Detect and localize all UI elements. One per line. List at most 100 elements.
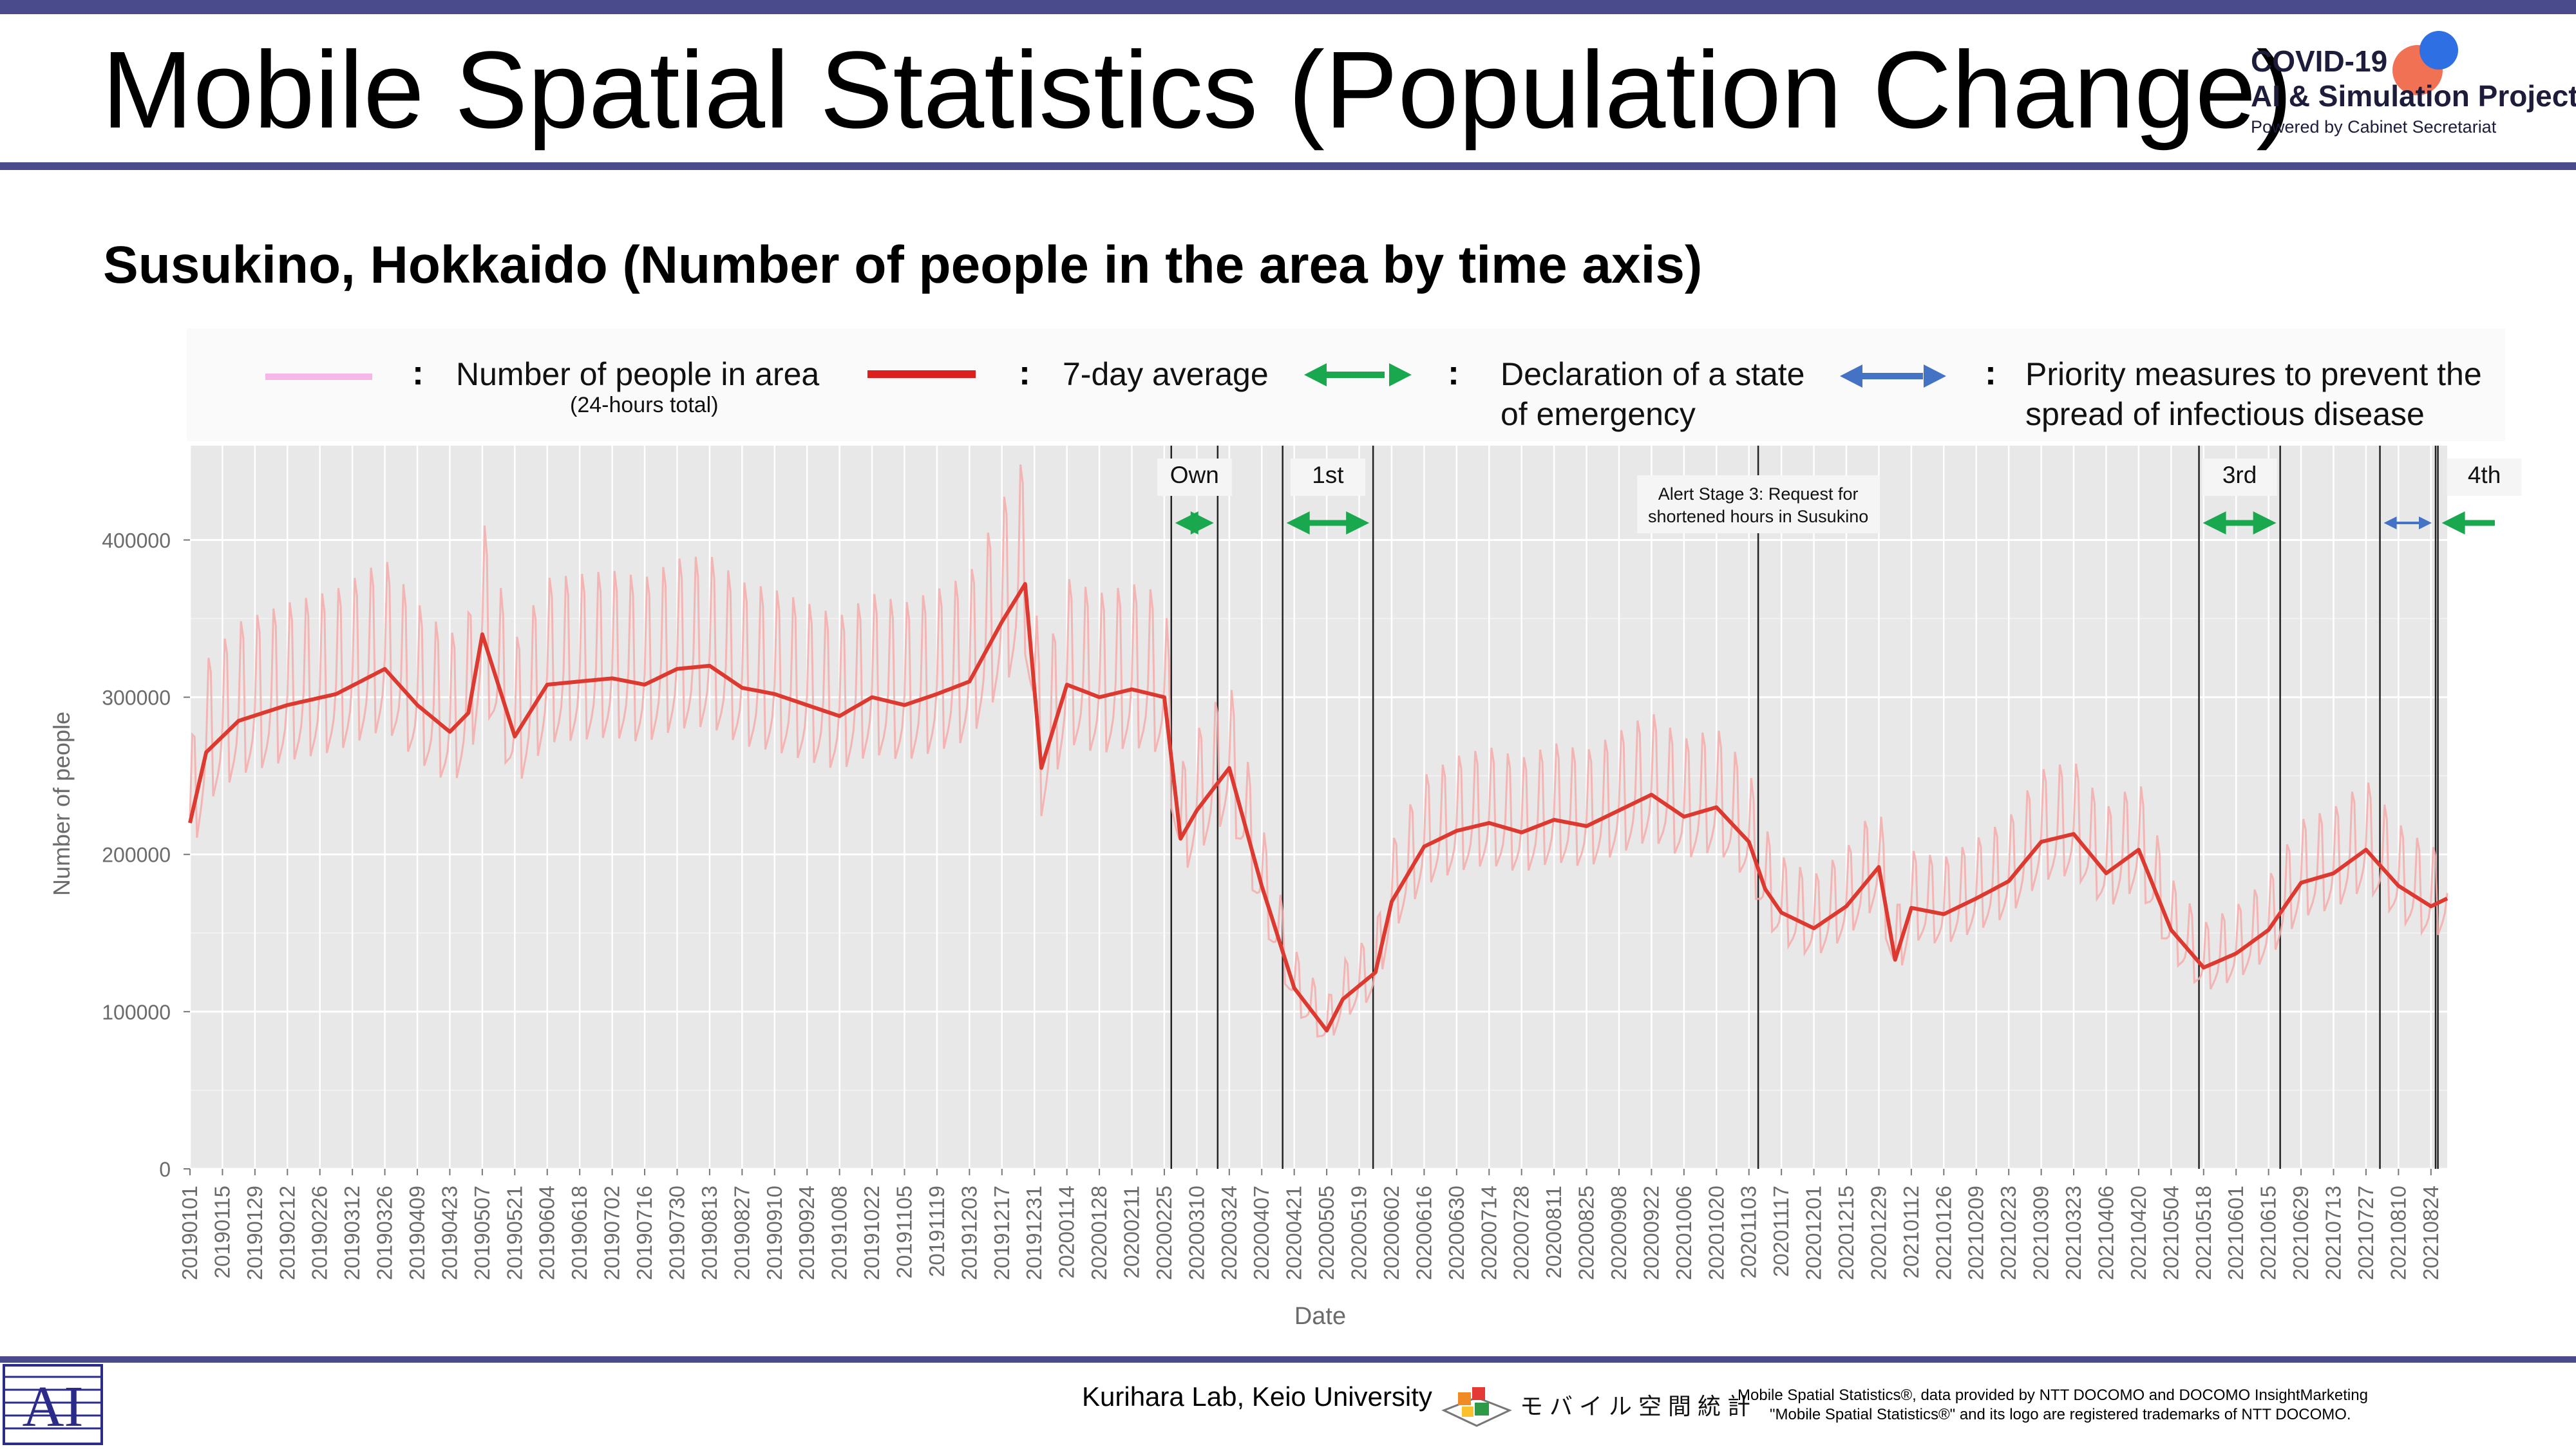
x-tick-label: 20200714: [1477, 1186, 1501, 1280]
legend-colon: :: [1019, 354, 1030, 392]
top-accent-bar: [0, 0, 2576, 14]
daily-count-line: [189, 464, 2448, 1038]
x-axis-label: Date: [1294, 1303, 1346, 1330]
x-tick-label: 20190521: [502, 1186, 526, 1280]
docomo-cube-logo-icon: [1441, 1387, 1512, 1427]
x-tick-label: 20210309: [2029, 1186, 2053, 1280]
x-tick-label: 20210112: [1899, 1186, 1923, 1278]
logo-line-1: COVID-19: [2251, 44, 2388, 78]
x-tick-label: 20210601: [2224, 1186, 2248, 1280]
seven-day-average-line: [188, 582, 2448, 1033]
page-title: Mobile Spatial Statistics (Population Ch…: [102, 29, 2293, 151]
x-tick-label: 20191022: [860, 1186, 884, 1280]
period-label-box: [1290, 459, 1365, 496]
legend-swatch-priority-arrow: [1840, 365, 1946, 388]
x-tick-label: 20200630: [1444, 1186, 1468, 1280]
x-tick-label: 20200602: [1379, 1186, 1403, 1280]
y-tick-label: 200000: [102, 844, 171, 867]
x-tick-label: 20201201: [1802, 1186, 1826, 1280]
period-label-box: [2447, 459, 2522, 496]
x-tick-label: 20190226: [308, 1186, 332, 1280]
legend-label-average: 7-day average: [1063, 356, 1269, 392]
x-tick-label: 20210810: [2386, 1186, 2410, 1280]
logo-line-2: AI & Simulation Project: [2251, 79, 2576, 113]
x-tick-label: 20190212: [275, 1186, 299, 1280]
y-axis-label: Number of people: [48, 712, 75, 896]
x-tick-label: 20210323: [2061, 1186, 2085, 1280]
x-tick-label: 20200728: [1510, 1186, 1533, 1280]
period-label: 4th: [2468, 462, 2501, 488]
period-label: 3rd: [2222, 462, 2257, 488]
legend-label-priority-2: spread of infectious disease: [2025, 396, 2425, 432]
x-tick-label: 20190618: [567, 1186, 591, 1280]
x-tick-label: 20210223: [1996, 1186, 2020, 1280]
x-tick-label: 20200407: [1249, 1186, 1273, 1280]
x-tick-label: 20190409: [405, 1186, 429, 1280]
y-tick-label: 0: [159, 1158, 171, 1181]
x-tick-label: 20190813: [697, 1186, 721, 1280]
footer-divider: [0, 1356, 2576, 1363]
x-tick-label: 20200616: [1412, 1186, 1435, 1280]
x-tick-label: 20190702: [600, 1186, 624, 1280]
legend-swatches: [265, 363, 1946, 388]
population-chart: Own 1st 3rd 4th Alert Stage 3: Request for sh…: [48, 446, 2522, 1330]
annotation-text-1: Alert Stage 3: Request for: [1658, 484, 1859, 504]
x-tick-label: 20191008: [828, 1186, 851, 1280]
logo-line-3: Powered by Cabinet Secretariat: [2251, 117, 2497, 137]
period-label-box: [2202, 459, 2277, 496]
legend-label-emergency-2: of emergency: [1501, 396, 1696, 432]
x-tick-label: 20210126: [1931, 1186, 1955, 1280]
title-divider: [0, 162, 2576, 170]
x-tick-label: 20190326: [373, 1186, 397, 1280]
x-tick-label: 20190312: [340, 1186, 364, 1280]
x-tick-label: 20201117: [1769, 1186, 1793, 1277]
x-tick-label: 20201020: [1704, 1186, 1728, 1280]
svg-text:AI: AI: [23, 1375, 84, 1439]
x-tick-label: 20190101: [178, 1186, 202, 1280]
period-arrow-head: [1190, 511, 1214, 535]
legend-colon: :: [412, 354, 424, 392]
period-arrow-head: [2383, 516, 2397, 529]
legend-colon: :: [1985, 354, 1996, 392]
x-tick-label: 20210420: [2126, 1186, 2150, 1280]
x-tick-label: 20200922: [1639, 1186, 1663, 1280]
x-tick-label: 20210518: [2192, 1186, 2215, 1280]
chart-legend: : Number of people in area (24-hours tot…: [0, 0, 2576, 451]
x-tick-label: 20201215: [1834, 1186, 1858, 1280]
x-tick-label: 20191119: [925, 1186, 949, 1277]
x-tick-label: 20200128: [1087, 1186, 1111, 1280]
chart-subtitle: Susukino, Hokkaido (Number of people in …: [103, 236, 1703, 294]
legend-colon: :: [1448, 354, 1459, 392]
footer-lab-name: Kurihara Lab, Keio University: [1082, 1381, 1432, 1412]
x-tick-label: 20200825: [1575, 1186, 1598, 1280]
x-tick-label: 20210629: [2289, 1186, 2313, 1280]
legend-label-emergency: Declaration of a state: [1501, 356, 1805, 392]
x-tick-label: 20190910: [762, 1186, 786, 1280]
period-arrow-head: [1286, 511, 1310, 535]
x-tick-label: 20200114: [1055, 1186, 1079, 1278]
legend-label-daily: Number of people in area: [456, 356, 820, 392]
period-arrow-head: [2441, 511, 2465, 535]
y-tick-label: 100000: [102, 1001, 171, 1024]
x-tick-label: 20201229: [1866, 1186, 1890, 1280]
x-tick-label: 20190507: [470, 1186, 494, 1280]
footer-trademark-note-1: Mobile Spatial Statistics®, data provide…: [1738, 1387, 2368, 1404]
period-label: 1st: [1312, 462, 1344, 488]
legend-label-priority: Priority measures to prevent the: [2025, 356, 2482, 392]
x-tick-label: 20200225: [1152, 1186, 1176, 1280]
period-label: Own: [1170, 462, 1219, 488]
period-arrow-head: [2418, 516, 2432, 529]
x-tick-label: 20190827: [730, 1186, 753, 1280]
x-tick-label: 20190423: [437, 1186, 461, 1280]
x-tick-label: 20210824: [2419, 1186, 2443, 1280]
x-tick-label: 20200908: [1607, 1186, 1631, 1280]
x-tick-label: 20190115: [210, 1186, 234, 1278]
x-tick-label: 20190129: [243, 1186, 267, 1280]
x-tick-label: 20191203: [957, 1186, 981, 1280]
period-label-box: [1157, 459, 1232, 496]
x-tick-label: 20200324: [1217, 1186, 1241, 1280]
x-tick-label: 20210209: [1964, 1186, 1988, 1280]
x-tick-label: 20210406: [2094, 1186, 2117, 1280]
x-tick-label: 20191105: [892, 1186, 916, 1278]
x-tick-label: 20200505: [1314, 1186, 1338, 1280]
